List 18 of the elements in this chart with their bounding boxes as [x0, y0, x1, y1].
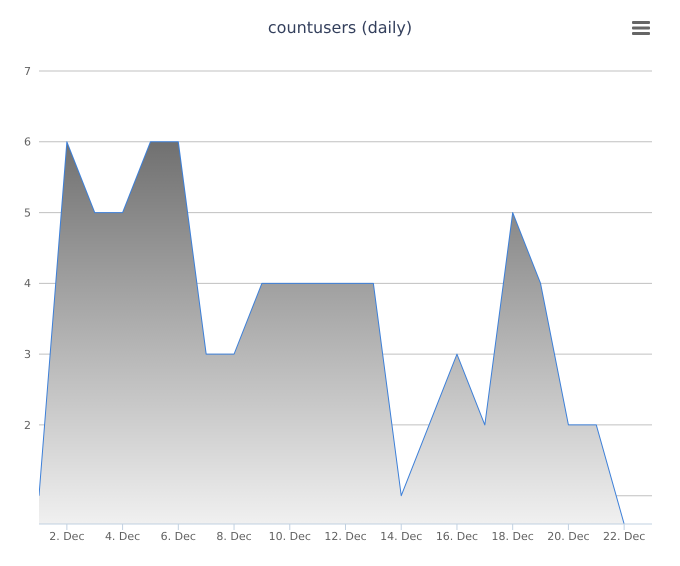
x-tick-label: 18. Dec	[492, 530, 534, 543]
x-tick-label: 16. Dec	[436, 530, 478, 543]
x-tick-label: 14. Dec	[380, 530, 422, 543]
x-tick-label: 10. Dec	[268, 530, 311, 543]
x-tick-label: 8. Dec	[216, 530, 252, 543]
y-tick-label: 4	[24, 277, 31, 290]
x-tick-label: 22. Dec	[602, 530, 646, 543]
x-tick-label: 6. Dec	[160, 530, 196, 543]
y-tick-label: 2	[24, 418, 31, 432]
x-tick-label: 2. Dec	[49, 530, 85, 543]
chart-title: countusers (daily)	[266, 17, 414, 39]
y-tick-label: 5	[24, 206, 31, 220]
y-tick-label: 3	[24, 348, 31, 362]
x-tick-label: 4. Dec	[104, 530, 140, 543]
x-tick-label: 12. Dec	[324, 530, 367, 543]
x-tick-label: 20. Dec	[547, 530, 590, 543]
y-tick-label: 7	[24, 64, 31, 78]
y-tick-label: 6	[24, 136, 31, 149]
